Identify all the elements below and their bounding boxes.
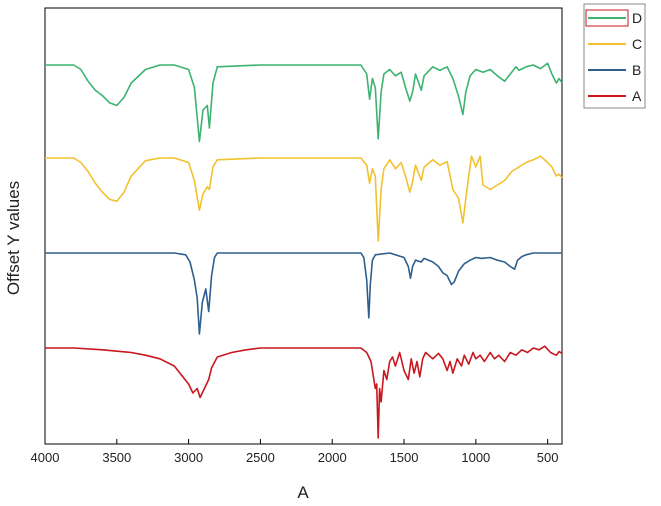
legend-label-b: B <box>632 62 641 78</box>
legend-label-c: C <box>632 36 642 52</box>
x-tick-label: 500 <box>537 450 559 465</box>
series-line-b <box>45 252 562 335</box>
x-tick-label: 1500 <box>390 450 419 465</box>
series-line-a <box>45 345 563 439</box>
legend-border <box>583 3 646 109</box>
x-tick-label: 4000 <box>31 450 60 465</box>
x-tick-label: 2000 <box>318 450 347 465</box>
x-axis-title: A <box>297 483 309 502</box>
x-tick-label: 3500 <box>102 450 131 465</box>
legend-label-a: A <box>632 88 642 104</box>
legend-selection-box <box>585 9 629 27</box>
series-line-d <box>45 62 563 143</box>
plot-frame <box>44 7 563 445</box>
y-axis-title: Offset Y values <box>4 181 23 295</box>
series-line-c <box>45 155 563 242</box>
x-axis-ticks: 4000 3500 3000 2500 2000 1500 1000 500 <box>31 439 559 465</box>
x-tick-label: 2500 <box>246 450 275 465</box>
legend-label-d: D <box>632 10 642 26</box>
series-layer <box>45 62 563 439</box>
x-tick-label: 3000 <box>174 450 203 465</box>
x-tick-label: 1000 <box>461 450 490 465</box>
